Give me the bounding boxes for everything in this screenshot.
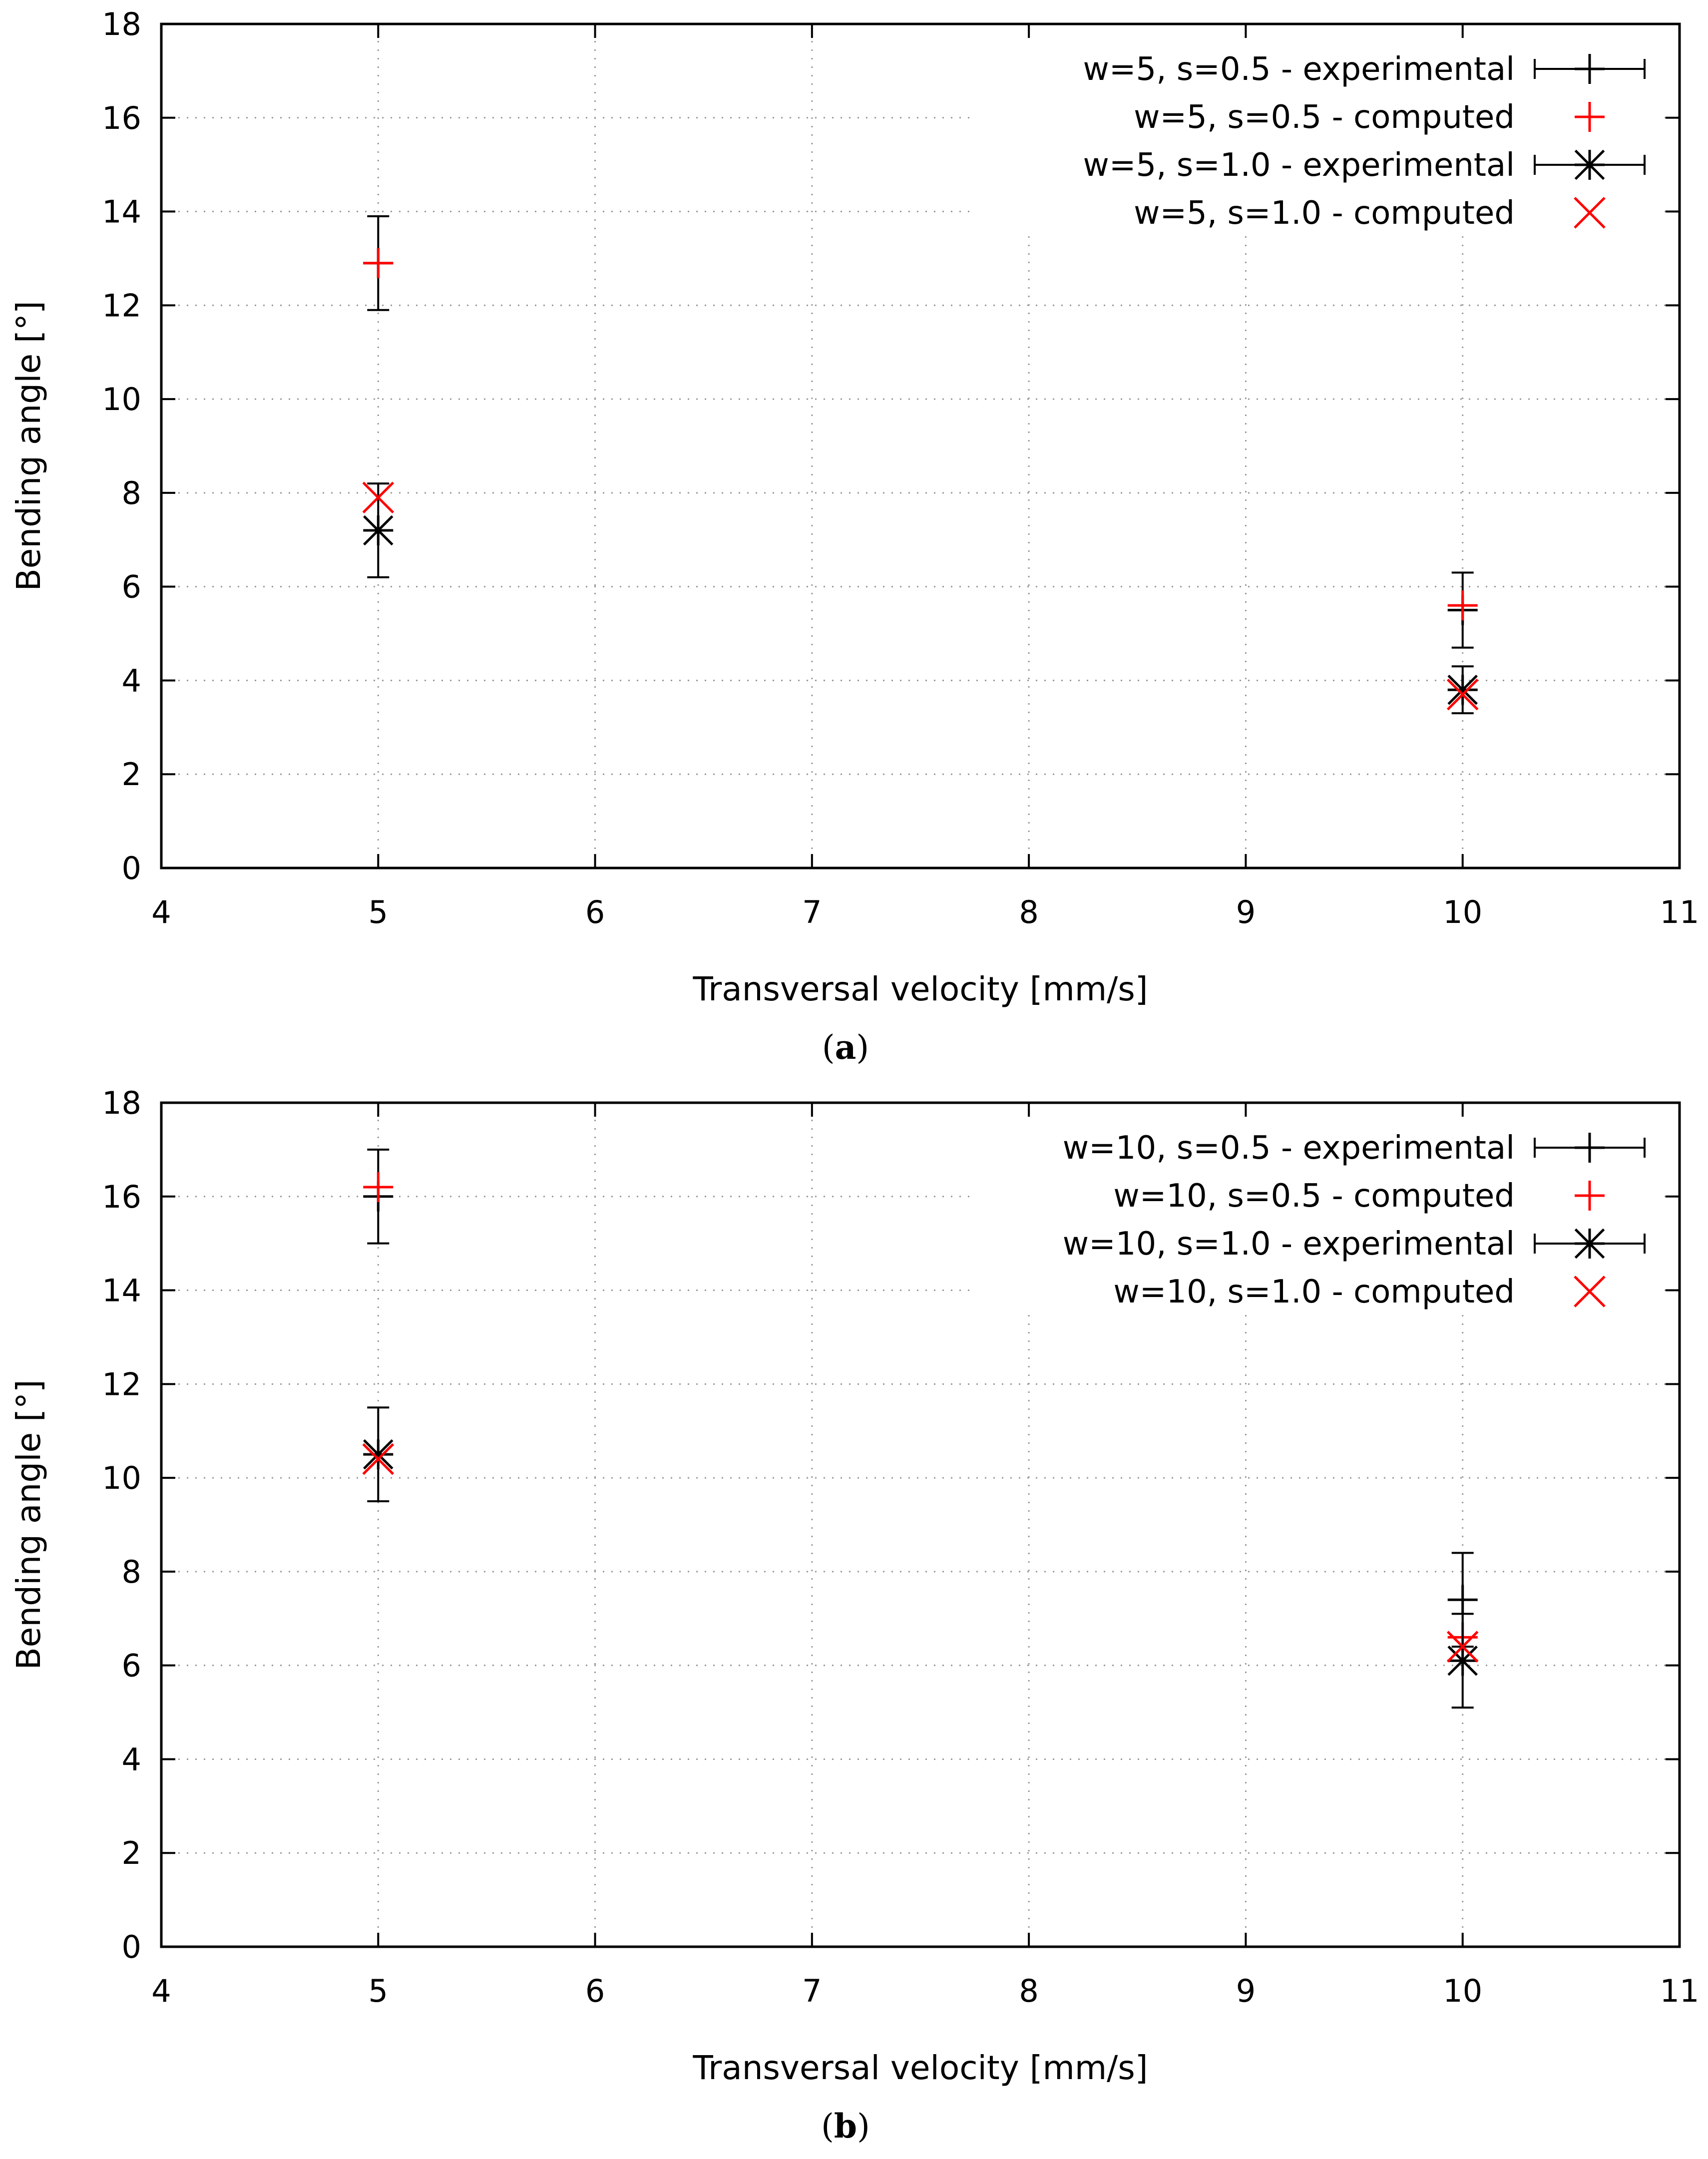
y-tick-label: 18 [102,1085,141,1121]
y-axis-label: Bending angle [°] [9,1379,48,1670]
data-point-s3-p0 [362,481,395,514]
chart-panel-b: 4 5 6 7 8 9 10 11 0 2 4 6 8 10 12 14 16 18 Transversal vel… [0,1079,1708,2159]
legend-marker [1574,149,1605,180]
y-tick-label: 8 [122,475,141,511]
plot-frame [160,22,1681,869]
legend-label: w=5, s=1.0 - experimental [1083,147,1515,184]
x-tick-label: 10 [1443,1973,1482,2009]
data-point-s2-p0-d2 [363,1439,394,1470]
y-tick-label: 12 [102,287,141,324]
data-point-s2-p1 [1447,1646,1478,1676]
data-point-s1-p0 [363,1172,394,1202]
legend-label: w=5, s=0.5 - experimental [1083,51,1515,88]
x-tick-label: 8 [1019,1973,1038,2009]
x-tick-label: 8 [1019,894,1038,930]
legend-marker-d2 [1574,1228,1605,1259]
chart-b: 4 5 6 7 8 9 10 11 0 2 4 6 8 10 12 14 16 18 Transversal vel… [9,1085,1700,2146]
x-tick-label: 7 [802,894,822,930]
legend: w=5, s=0.5 - experimental w=5, s=0.5 - co… [1083,51,1646,232]
legend-background [974,1113,1665,1312]
legend-label: w=5, s=1.0 - computed [1134,195,1515,232]
x-axis-label: Transversal velocity [mm/s] [693,970,1148,1008]
x-tick-label: 6 [585,1973,605,2009]
legend-marker [1574,1276,1606,1307]
x-tick-label: 5 [369,1973,388,2009]
data-point-s3-p1-d2 [1446,1631,1479,1663]
legend-marker [1575,54,1605,84]
data-point-s1-p1 [1447,590,1478,621]
y-tick-label: 12 [102,1366,141,1402]
data-point-s3-p1 [1446,678,1479,711]
legend-label: w=10, s=1.0 - computed [1113,1274,1515,1310]
y-tick-label: 16 [102,1179,141,1215]
data-point-s2-p1 [1447,674,1478,705]
x-tick-label: 9 [1236,894,1256,930]
legend-marker [1575,1181,1605,1211]
legend-marker [1574,197,1606,229]
data-point-s2-p0-d2 [363,515,394,546]
data-point-s2-p1-d2 [1447,674,1478,705]
x-tick-label: 9 [1236,1973,1256,2009]
y-tick-label: 18 [102,6,141,42]
data-point-s2-p0 [363,1439,394,1470]
legend-marker-d2 [1574,1276,1606,1307]
legend-marker [1575,1133,1605,1163]
x-axis-label: Transversal velocity [mm/s] [693,2049,1148,2087]
figure-caption: (b) [821,2107,870,2146]
data-layer [362,1148,1479,1709]
y-tick-label: 14 [102,1273,141,1309]
y-tick-label: 4 [122,1741,141,1777]
legend-marker [1574,1228,1605,1259]
y-tick-label: 10 [102,1460,141,1496]
x-tick-label: 5 [369,894,388,930]
x-tick-label: 6 [585,894,605,930]
y-tick-label: 6 [122,569,141,605]
y-axis-label: Bending angle [°] [9,301,48,591]
y-tick-label: 4 [122,662,141,699]
y-tick-label: 16 [102,100,141,136]
chart-a: 4 5 6 7 8 9 10 11 0 2 4 6 8 10 12 14 16 18 Transversal vel… [9,6,1700,1067]
legend-label: w=5, s=0.5 - computed [1134,99,1515,136]
x-tick-label: 11 [1660,1973,1700,2009]
figure-caption: (a) [822,1028,869,1067]
plot-frame [160,1101,1681,1948]
x-tick-label: 4 [151,1973,171,2009]
legend-label: w=10, s=1.0 - experimental [1063,1226,1515,1263]
data-point-s2-p1-d2 [1447,1646,1478,1676]
data-point-s1-p0 [363,248,394,278]
y-tick-label: 14 [102,194,141,230]
legend-marker-d2 [1574,149,1605,180]
legend-label: w=10, s=0.5 - experimental [1063,1130,1515,1167]
y-tick-label: 2 [122,1835,141,1871]
legend-background [974,34,1665,234]
data-point-s2-p0 [363,515,394,546]
legend: w=10, s=0.5 - experimental w=10, s=0.5 - … [1063,1130,1646,1310]
chart-panel-a: 4 5 6 7 8 9 10 11 0 2 4 6 8 10 12 14 16 18 Transversal vel… [0,0,1708,1079]
y-tick-label: 0 [122,1929,141,1965]
legend-label: w=10, s=0.5 - computed [1113,1178,1515,1215]
y-tick-label: 6 [122,1648,141,1684]
legend-marker-d2 [1574,197,1606,229]
y-tick-label: 2 [122,756,141,793]
y-tick-label: 8 [122,1554,141,1590]
y-tick-label: 10 [102,381,141,418]
x-tick-label: 11 [1660,894,1700,930]
x-tick-label: 7 [802,1973,822,2009]
x-tick-label: 10 [1443,894,1482,930]
legend-marker [1575,102,1605,132]
data-point-s3-p0 [362,1443,395,1475]
x-tick-label: 4 [151,894,171,930]
data-point-s3-p0-d2 [362,481,395,514]
data-point-s3-p1 [1446,1631,1479,1663]
data-point-s3-p0-d2 [362,1443,395,1475]
data-layer [362,215,1479,715]
y-tick-label: 0 [122,850,141,886]
data-point-s3-p1-d2 [1446,678,1479,711]
data-point-s0-p1 [1447,1585,1478,1615]
